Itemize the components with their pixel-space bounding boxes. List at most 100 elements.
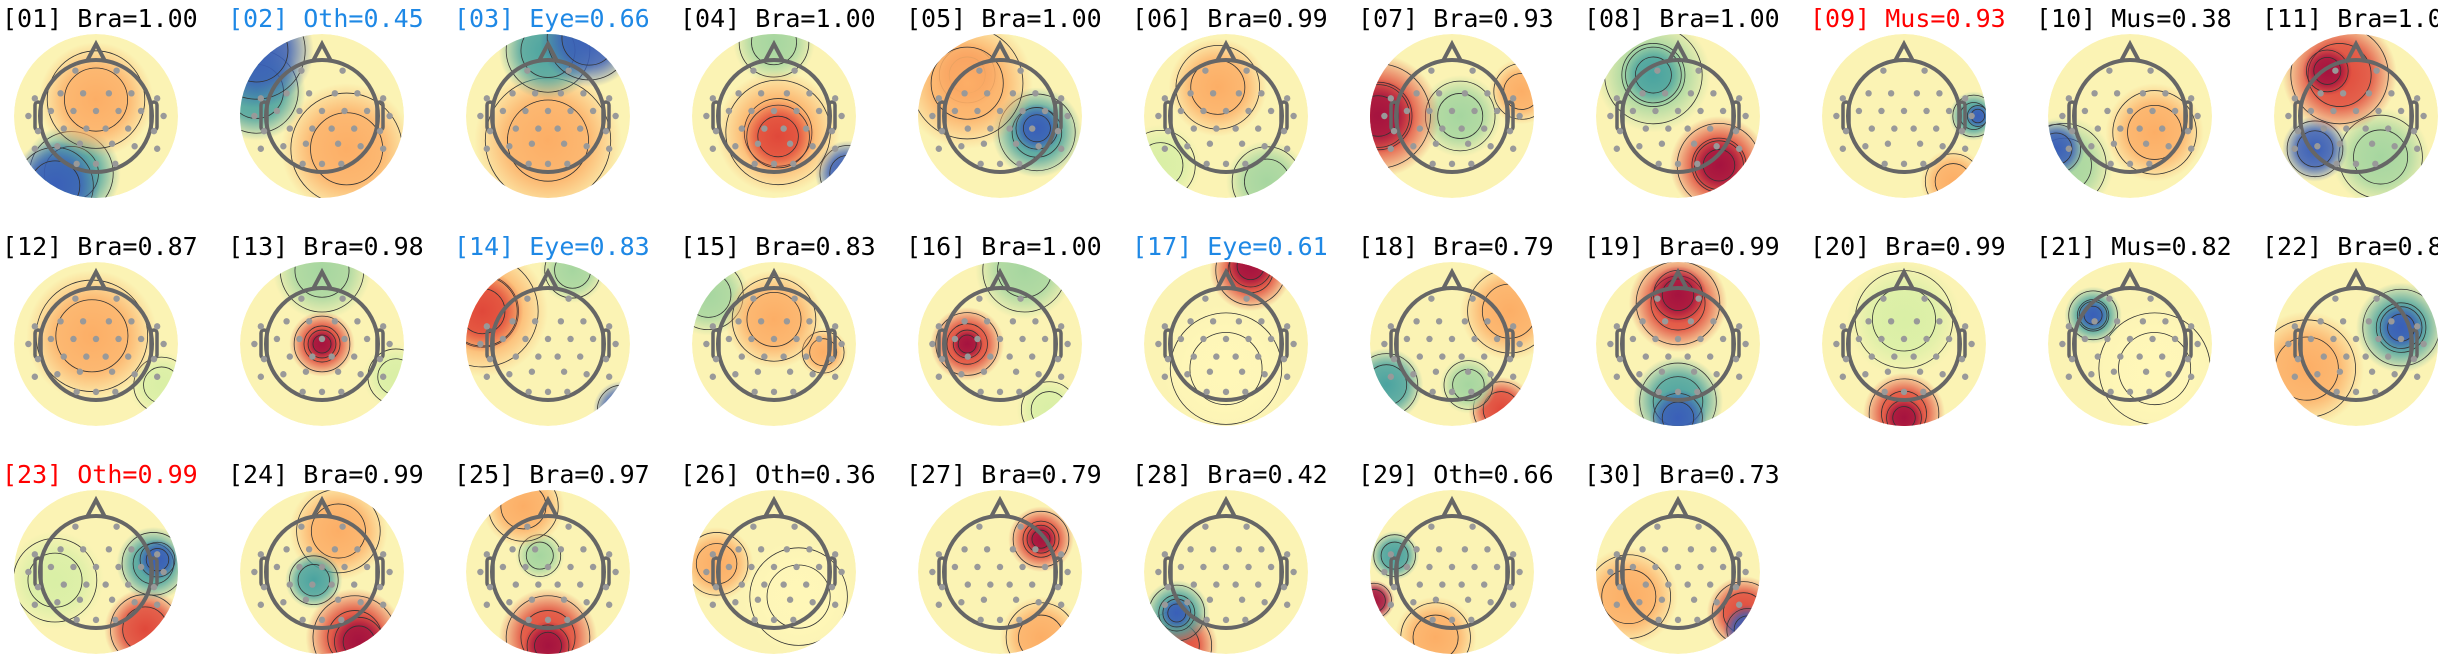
electrode-dot [341, 335, 348, 343]
electrode-dot [1413, 546, 1420, 553]
electrode-dot [712, 355, 720, 363]
electrode-dot [735, 90, 742, 97]
electrode-dot [334, 596, 342, 603]
electrode-dot [528, 368, 536, 375]
contour-line [2362, 288, 2438, 367]
electrode-dot [2317, 318, 2324, 325]
electrode-dot [1900, 160, 1908, 168]
component-label: [22] Bra=0.84 [2262, 232, 2438, 261]
electrode-dot [1923, 107, 1930, 115]
electrode-dot [790, 388, 797, 396]
electrode-dot [961, 546, 968, 553]
electrode-dot [1639, 546, 1646, 553]
electrode-dot [557, 318, 565, 325]
electrode-dot [128, 90, 135, 97]
electrode-dot [328, 353, 335, 360]
electrode-dot [1161, 95, 1169, 102]
contour-line [935, 312, 999, 376]
electrode-dot [977, 160, 984, 168]
electrode-dot [260, 355, 268, 363]
topomap-cell: [06] Bra=0.99 [1132, 0, 1358, 228]
electrode-dot [522, 335, 529, 343]
electrode-dot [748, 107, 755, 115]
electrode-dot [1243, 67, 1250, 74]
electrode-dot [1155, 340, 1162, 348]
electrode-dot [2307, 335, 2315, 343]
electrode-dot [770, 160, 778, 168]
contour-line [1952, 94, 1986, 138]
electrode-dot [305, 546, 313, 553]
electrode-dot [2162, 318, 2169, 325]
electrode-dot [1290, 112, 1297, 120]
electrode-dot [1428, 295, 1435, 302]
electrode-dot [1639, 90, 1646, 97]
electrode-dot [1255, 125, 1262, 132]
electrode-dot [980, 140, 988, 147]
electrode-dot [57, 318, 64, 325]
electrode-dot [1652, 335, 1659, 343]
electrode-dot [1416, 125, 1423, 132]
contour-line [303, 325, 341, 363]
electrode-dot [1258, 546, 1265, 553]
electrode-dot [286, 581, 293, 588]
electrode-dot [1235, 318, 1243, 325]
contour-line [312, 334, 332, 354]
electrode-dot [531, 90, 539, 97]
electrode-dot [1694, 388, 1701, 396]
electrode-dot [1019, 107, 1026, 115]
contour-line [14, 537, 98, 623]
electrode-dot [309, 353, 316, 360]
electrode-dot [815, 107, 823, 115]
electrode-dot [980, 596, 988, 603]
electrode-dot [305, 318, 313, 325]
electrode-dot [531, 546, 539, 553]
electrode-dot [299, 388, 306, 396]
electrode-dot [2373, 295, 2380, 302]
electrode-dot [2332, 67, 2339, 74]
electrode-dot [1868, 125, 1875, 132]
electrode-dot [1012, 140, 1020, 147]
electrode-dot [1426, 335, 1433, 343]
electrode-dot [1687, 318, 1695, 325]
topomap [466, 34, 630, 198]
electrode-dot [1735, 323, 1743, 330]
electrode-dot [318, 563, 326, 571]
contour-line [505, 595, 591, 654]
topomap-cell: [11] Bra=1.00 [2262, 0, 2438, 228]
electrode-dot [1484, 90, 1491, 97]
electrode-dot [1855, 107, 1863, 115]
electrode-dot [2187, 323, 2195, 330]
electrode-dot [564, 160, 571, 168]
electrode-dot [1458, 581, 1465, 588]
electrode-dot [486, 583, 494, 591]
electrode-dot [1884, 368, 1892, 375]
topomap-cell: [07] Bra=0.93 [1358, 0, 1584, 228]
electrode-dot [486, 127, 494, 135]
electrode-dot [1448, 335, 1456, 343]
electrode-dot [1862, 143, 1869, 150]
electrode-dot [983, 318, 991, 325]
topomap-activity-region [330, 613, 388, 654]
electrode-dot [709, 323, 717, 330]
electrode-dot [1439, 125, 1446, 132]
topomap-activity-region [1649, 266, 1707, 324]
topomap-cell: [30] Bra=0.73 [1584, 456, 1810, 667]
electrode-dot [770, 388, 778, 396]
contour-line [64, 67, 128, 132]
topomap [1370, 490, 1534, 654]
electrode-dot [757, 90, 765, 97]
electrode-dot [580, 318, 587, 325]
electrode-dot [31, 551, 39, 558]
electrode-dot [2388, 318, 2395, 325]
electrode-dot [828, 583, 836, 591]
electrode-dot [334, 368, 342, 375]
electrode-dot [25, 340, 32, 348]
electrode-dot [754, 596, 762, 603]
electrode-dot [273, 563, 281, 571]
electrode-dot [1900, 388, 1908, 396]
electrode-dot [1884, 140, 1892, 147]
electrode-dot [589, 107, 597, 115]
component-label: [21] Mus=0.82 [2036, 232, 2232, 261]
electrode-dot [257, 95, 265, 102]
electrode-dot [1012, 368, 1020, 375]
